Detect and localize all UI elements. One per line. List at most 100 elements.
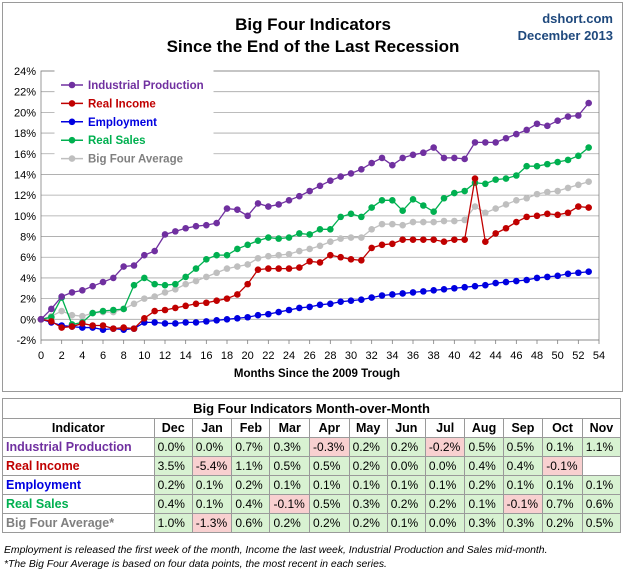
data-point	[533, 190, 541, 198]
data-point	[275, 235, 282, 242]
data-point	[564, 209, 572, 217]
data-point	[172, 286, 179, 293]
data-point	[347, 210, 355, 218]
data-point	[306, 245, 313, 253]
table-cell: 0.5%	[581, 513, 622, 533]
column-header: Jul	[424, 418, 466, 438]
data-point	[440, 217, 448, 225]
data-point	[244, 313, 251, 321]
series-big-four-average	[37, 178, 592, 323]
data-point	[358, 296, 365, 303]
column-header: Oct	[542, 418, 583, 438]
data-point	[182, 273, 189, 281]
data-point	[141, 314, 148, 322]
x-tick-label: 30	[345, 350, 357, 362]
data-point	[234, 245, 241, 253]
chart-title: Big Four Indicators	[235, 15, 391, 34]
column-header: Sep	[502, 418, 544, 438]
y-tick-label: 24%	[14, 66, 36, 78]
data-point	[275, 308, 282, 316]
data-point	[554, 272, 561, 280]
legend-label: Industrial Production	[88, 80, 204, 92]
data-point	[420, 149, 427, 157]
y-tick-label: 18%	[14, 128, 36, 140]
table-cell: 0.1%	[542, 437, 583, 457]
data-point	[420, 236, 427, 243]
data-point	[48, 305, 55, 313]
data-point	[358, 257, 365, 264]
data-point	[316, 259, 324, 266]
y-tick-label: 22%	[14, 87, 36, 99]
data-point	[172, 304, 179, 312]
table-cell: 0.3%	[502, 513, 544, 533]
table-cell: 0.1%	[191, 475, 233, 495]
data-point	[68, 311, 76, 319]
data-point	[575, 152, 582, 160]
data-point	[120, 324, 127, 331]
data-point	[430, 144, 437, 151]
data-point	[327, 225, 334, 233]
data-point	[296, 192, 303, 200]
x-tick-label: 40	[448, 350, 460, 362]
data-point	[389, 220, 396, 228]
data-point	[533, 120, 541, 128]
table-cell: 0.1%	[386, 475, 426, 495]
data-point	[585, 204, 592, 211]
data-point	[244, 241, 251, 249]
data-point	[213, 269, 220, 277]
indicator-name: Big Four Average*	[2, 513, 155, 533]
data-point	[461, 236, 468, 243]
data-point	[482, 209, 489, 217]
data-point	[554, 158, 561, 166]
data-point	[182, 319, 189, 326]
data-point	[502, 278, 510, 286]
indicator-name: Industrial Production	[2, 437, 155, 457]
data-point	[430, 287, 437, 294]
legend: Industrial Production Real Income Employme…	[54, 70, 214, 170]
y-tick-label: 12%	[14, 190, 36, 202]
table-cell: 0.0%	[153, 437, 193, 457]
data-point	[130, 325, 138, 332]
data-point	[409, 236, 417, 243]
legend-label: Big Four Average	[88, 154, 183, 166]
data-point	[368, 204, 375, 211]
data-point	[533, 162, 541, 170]
x-tick-label: 14	[180, 350, 192, 362]
legend-swatch-marker	[68, 118, 76, 126]
y-tick-label: 10%	[14, 211, 36, 223]
data-point	[285, 265, 293, 272]
data-point	[575, 112, 582, 119]
data-point	[544, 160, 551, 168]
data-point	[316, 225, 324, 233]
data-point	[347, 170, 355, 177]
data-point	[265, 265, 272, 272]
data-point	[585, 268, 592, 276]
x-tick-label: 0	[38, 350, 44, 362]
data-point	[409, 218, 417, 226]
data-point	[564, 270, 572, 278]
series-real-sales	[37, 144, 592, 328]
data-point	[420, 202, 427, 209]
data-point	[130, 262, 138, 269]
data-point	[79, 320, 86, 327]
table-row: Employment 0.2% 0.1% 0.2% 0.1% 0.1% 0.1% 0.1% 0.…	[2, 475, 622, 495]
data-point	[389, 161, 396, 169]
table-cell: 0.1%	[386, 513, 426, 533]
x-tick-label: 20	[242, 350, 254, 362]
table-cell: 0.4%	[464, 456, 504, 476]
legend-swatch-marker	[68, 81, 76, 89]
table-cell: 0.2%	[348, 437, 388, 457]
data-point	[430, 236, 437, 243]
data-point	[440, 154, 448, 162]
data-point	[471, 175, 479, 182]
data-point	[275, 201, 282, 208]
data-point	[110, 325, 117, 332]
series-industrial-production	[37, 99, 592, 323]
data-point	[192, 277, 200, 285]
data-point	[296, 230, 303, 237]
chart-date: December 2013	[518, 28, 613, 43]
data-point	[79, 312, 86, 320]
data-point	[523, 276, 530, 284]
table-cell: 0.0%	[386, 456, 426, 476]
table-cell: 0.2%	[348, 513, 388, 533]
